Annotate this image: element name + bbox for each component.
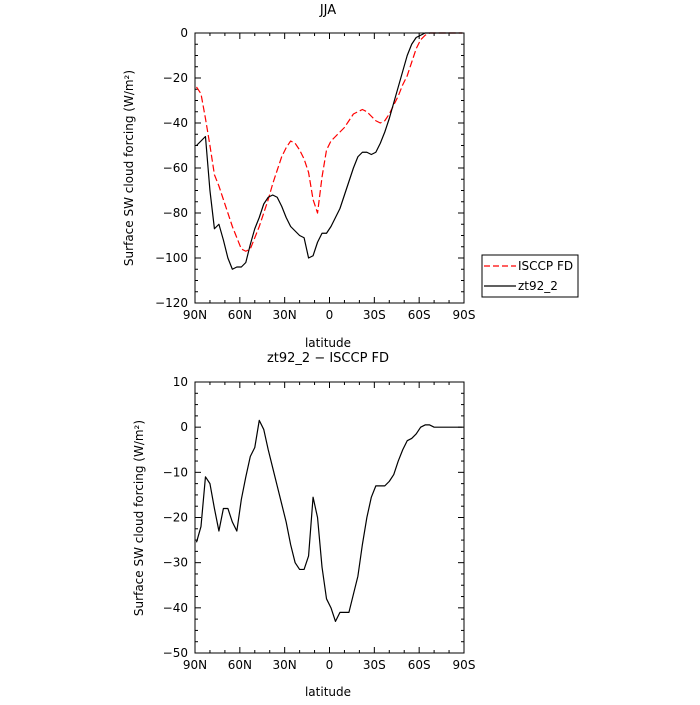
series-line-isccp-fd: [195, 32, 463, 252]
bottom-series: [195, 419, 463, 622]
bottom-panel: zt92_2 − ISCCP FD 90N 60N 30N 0 30S 60S 90S 10 0…: [132, 351, 475, 699]
x-tick-label: 90S: [453, 658, 476, 672]
x-tick-label: 60N: [228, 308, 252, 322]
top-series: [195, 32, 463, 270]
y-tick-label: −20: [163, 511, 188, 525]
y-tick-label: −40: [163, 116, 188, 130]
x-tick-label: 90N: [183, 658, 207, 672]
y-tick-label: −10: [163, 465, 188, 479]
top-x-axis-label: latitude: [305, 336, 351, 350]
y-tick-label: −60: [163, 161, 188, 175]
bottom-panel-title: zt92_2 − ISCCP FD: [267, 351, 389, 366]
series-line-zt92-2: [196, 32, 463, 270]
y-tick-label: −40: [163, 601, 188, 615]
legend-box: [481, 254, 579, 298]
x-tick-label: 0: [326, 308, 334, 322]
legend-label-zt92: zt92_2: [518, 279, 558, 293]
x-tick-label: 60S: [408, 658, 431, 672]
y-tick-label: −80: [163, 206, 188, 220]
x-tick-label: 30N: [273, 308, 297, 322]
y-tick-label: −100: [155, 251, 188, 265]
x-tick-label: 60S: [408, 308, 431, 322]
x-tick-label: 0: [326, 658, 334, 672]
legend-label-isccp: ISCCP FD: [518, 259, 573, 273]
top-y-axis-label: Surface SW cloud forcing (W/m²): [122, 70, 136, 266]
y-tick-label: −20: [163, 71, 188, 85]
top-panel-title: JJA: [319, 3, 336, 18]
x-tick-label: 90N: [183, 308, 207, 322]
y-tick-label: −30: [163, 556, 188, 570]
x-tick-label: 60N: [228, 658, 252, 672]
bottom-ticks: 90N 60N 30N 0 30S 60S 90S 10 0 −10 −20 −30 −40 −50: [163, 375, 476, 672]
top-legend: ISCCP FD zt92_2: [481, 254, 579, 298]
top-panel: JJA 90N 60N 30N 0 30S 60S 90S 0 −20 −40 −60 −80 −100…: [122, 3, 475, 350]
bottom-y-axis-label: Surface SW cloud forcing (W/m²): [132, 420, 146, 616]
x-tick-label: 90S: [453, 308, 476, 322]
y-tick-label: 0: [180, 420, 188, 434]
y-tick-label: −120: [155, 296, 188, 310]
series-line-difference-0: [195, 419, 463, 622]
x-tick-label: 30S: [363, 308, 386, 322]
top-plot-frame: [194, 32, 465, 304]
top-ticks: 90N 60N 30N 0 30S 60S 90S 0 −20 −40 −60 −80 −100 −120: [155, 26, 475, 322]
bottom-plot-frame: [194, 381, 465, 654]
x-tick-label: 30N: [273, 658, 297, 672]
bottom-x-axis-label: latitude: [305, 685, 351, 699]
y-tick-label: 0: [180, 26, 188, 40]
y-tick-label: −50: [163, 646, 188, 660]
x-tick-label: 30S: [363, 658, 386, 672]
y-tick-label: 10: [173, 375, 188, 389]
